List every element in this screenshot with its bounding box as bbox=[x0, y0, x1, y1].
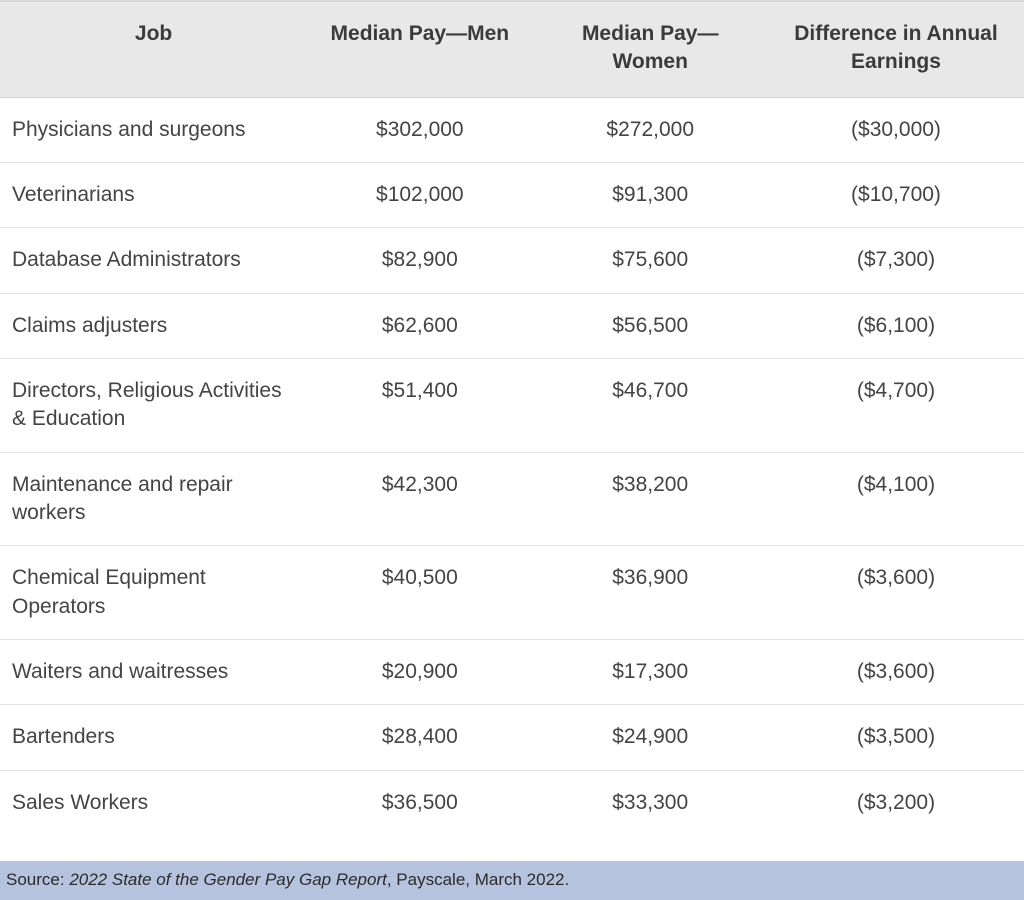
cell-job: Chemical Equipment Operators bbox=[0, 546, 307, 640]
cell-diff: ($7,300) bbox=[768, 228, 1024, 293]
col-header-diff: Difference in Annual Earnings bbox=[768, 2, 1024, 97]
cell-diff: ($30,000) bbox=[768, 97, 1024, 162]
cell-men: $82,900 bbox=[307, 228, 532, 293]
table-row: Physicians and surgeons $302,000 $272,00… bbox=[0, 97, 1024, 162]
cell-women: $75,600 bbox=[532, 228, 768, 293]
cell-diff: ($4,100) bbox=[768, 452, 1024, 546]
source-prefix: Source: bbox=[6, 870, 69, 889]
cell-diff: ($3,200) bbox=[768, 770, 1024, 835]
cell-men: $62,600 bbox=[307, 293, 532, 358]
cell-women: $272,000 bbox=[532, 97, 768, 162]
cell-men: $20,900 bbox=[307, 640, 532, 705]
col-header-men: Median Pay—Men bbox=[307, 2, 532, 97]
cell-job: Claims adjusters bbox=[0, 293, 307, 358]
cell-men: $102,000 bbox=[307, 163, 532, 228]
cell-men: $51,400 bbox=[307, 359, 532, 453]
cell-diff: ($6,100) bbox=[768, 293, 1024, 358]
cell-diff: ($4,700) bbox=[768, 359, 1024, 453]
cell-diff: ($10,700) bbox=[768, 163, 1024, 228]
cell-men: $36,500 bbox=[307, 770, 532, 835]
cell-diff: ($3,500) bbox=[768, 705, 1024, 770]
cell-women: $17,300 bbox=[532, 640, 768, 705]
cell-job: Veterinarians bbox=[0, 163, 307, 228]
table-row: Database Administrators $82,900 $75,600 … bbox=[0, 228, 1024, 293]
table-row: Veterinarians $102,000 $91,300 ($10,700) bbox=[0, 163, 1024, 228]
cell-men: $40,500 bbox=[307, 546, 532, 640]
table-body: Physicians and surgeons $302,000 $272,00… bbox=[0, 97, 1024, 835]
cell-women: $46,700 bbox=[532, 359, 768, 453]
cell-men: $28,400 bbox=[307, 705, 532, 770]
cell-job: Maintenance and repair workers bbox=[0, 452, 307, 546]
cell-women: $56,500 bbox=[532, 293, 768, 358]
pay-gap-table-container: Job Median Pay—Men Median Pay—Women Diff… bbox=[0, 0, 1024, 900]
source-suffix: , Payscale, March 2022. bbox=[387, 870, 569, 889]
cell-diff: ($3,600) bbox=[768, 546, 1024, 640]
table-row: Claims adjusters $62,600 $56,500 ($6,100… bbox=[0, 293, 1024, 358]
source-title: 2022 State of the Gender Pay Gap Report bbox=[69, 870, 387, 889]
col-header-job: Job bbox=[0, 2, 307, 97]
cell-women: $38,200 bbox=[532, 452, 768, 546]
table-header-row: Job Median Pay—Men Median Pay—Women Diff… bbox=[0, 2, 1024, 97]
cell-job: Physicians and surgeons bbox=[0, 97, 307, 162]
cell-women: $91,300 bbox=[532, 163, 768, 228]
cell-women: $24,900 bbox=[532, 705, 768, 770]
table-row: Directors, Religious Activities & Educat… bbox=[0, 359, 1024, 453]
cell-job: Waiters and waitresses bbox=[0, 640, 307, 705]
table-row: Waiters and waitresses $20,900 $17,300 (… bbox=[0, 640, 1024, 705]
table-row: Bartenders $28,400 $24,900 ($3,500) bbox=[0, 705, 1024, 770]
cell-women: $36,900 bbox=[532, 546, 768, 640]
table-row: Maintenance and repair workers $42,300 $… bbox=[0, 452, 1024, 546]
cell-diff: ($3,600) bbox=[768, 640, 1024, 705]
table-row: Sales Workers $36,500 $33,300 ($3,200) bbox=[0, 770, 1024, 835]
cell-job: Directors, Religious Activities & Educat… bbox=[0, 359, 307, 453]
pay-gap-table: Job Median Pay—Men Median Pay—Women Diff… bbox=[0, 2, 1024, 835]
cell-men: $42,300 bbox=[307, 452, 532, 546]
cell-job: Sales Workers bbox=[0, 770, 307, 835]
cell-job: Bartenders bbox=[0, 705, 307, 770]
col-header-women: Median Pay—Women bbox=[532, 2, 768, 97]
table-row: Chemical Equipment Operators $40,500 $36… bbox=[0, 546, 1024, 640]
cell-women: $33,300 bbox=[532, 770, 768, 835]
cell-job: Database Administrators bbox=[0, 228, 307, 293]
cell-men: $302,000 bbox=[307, 97, 532, 162]
